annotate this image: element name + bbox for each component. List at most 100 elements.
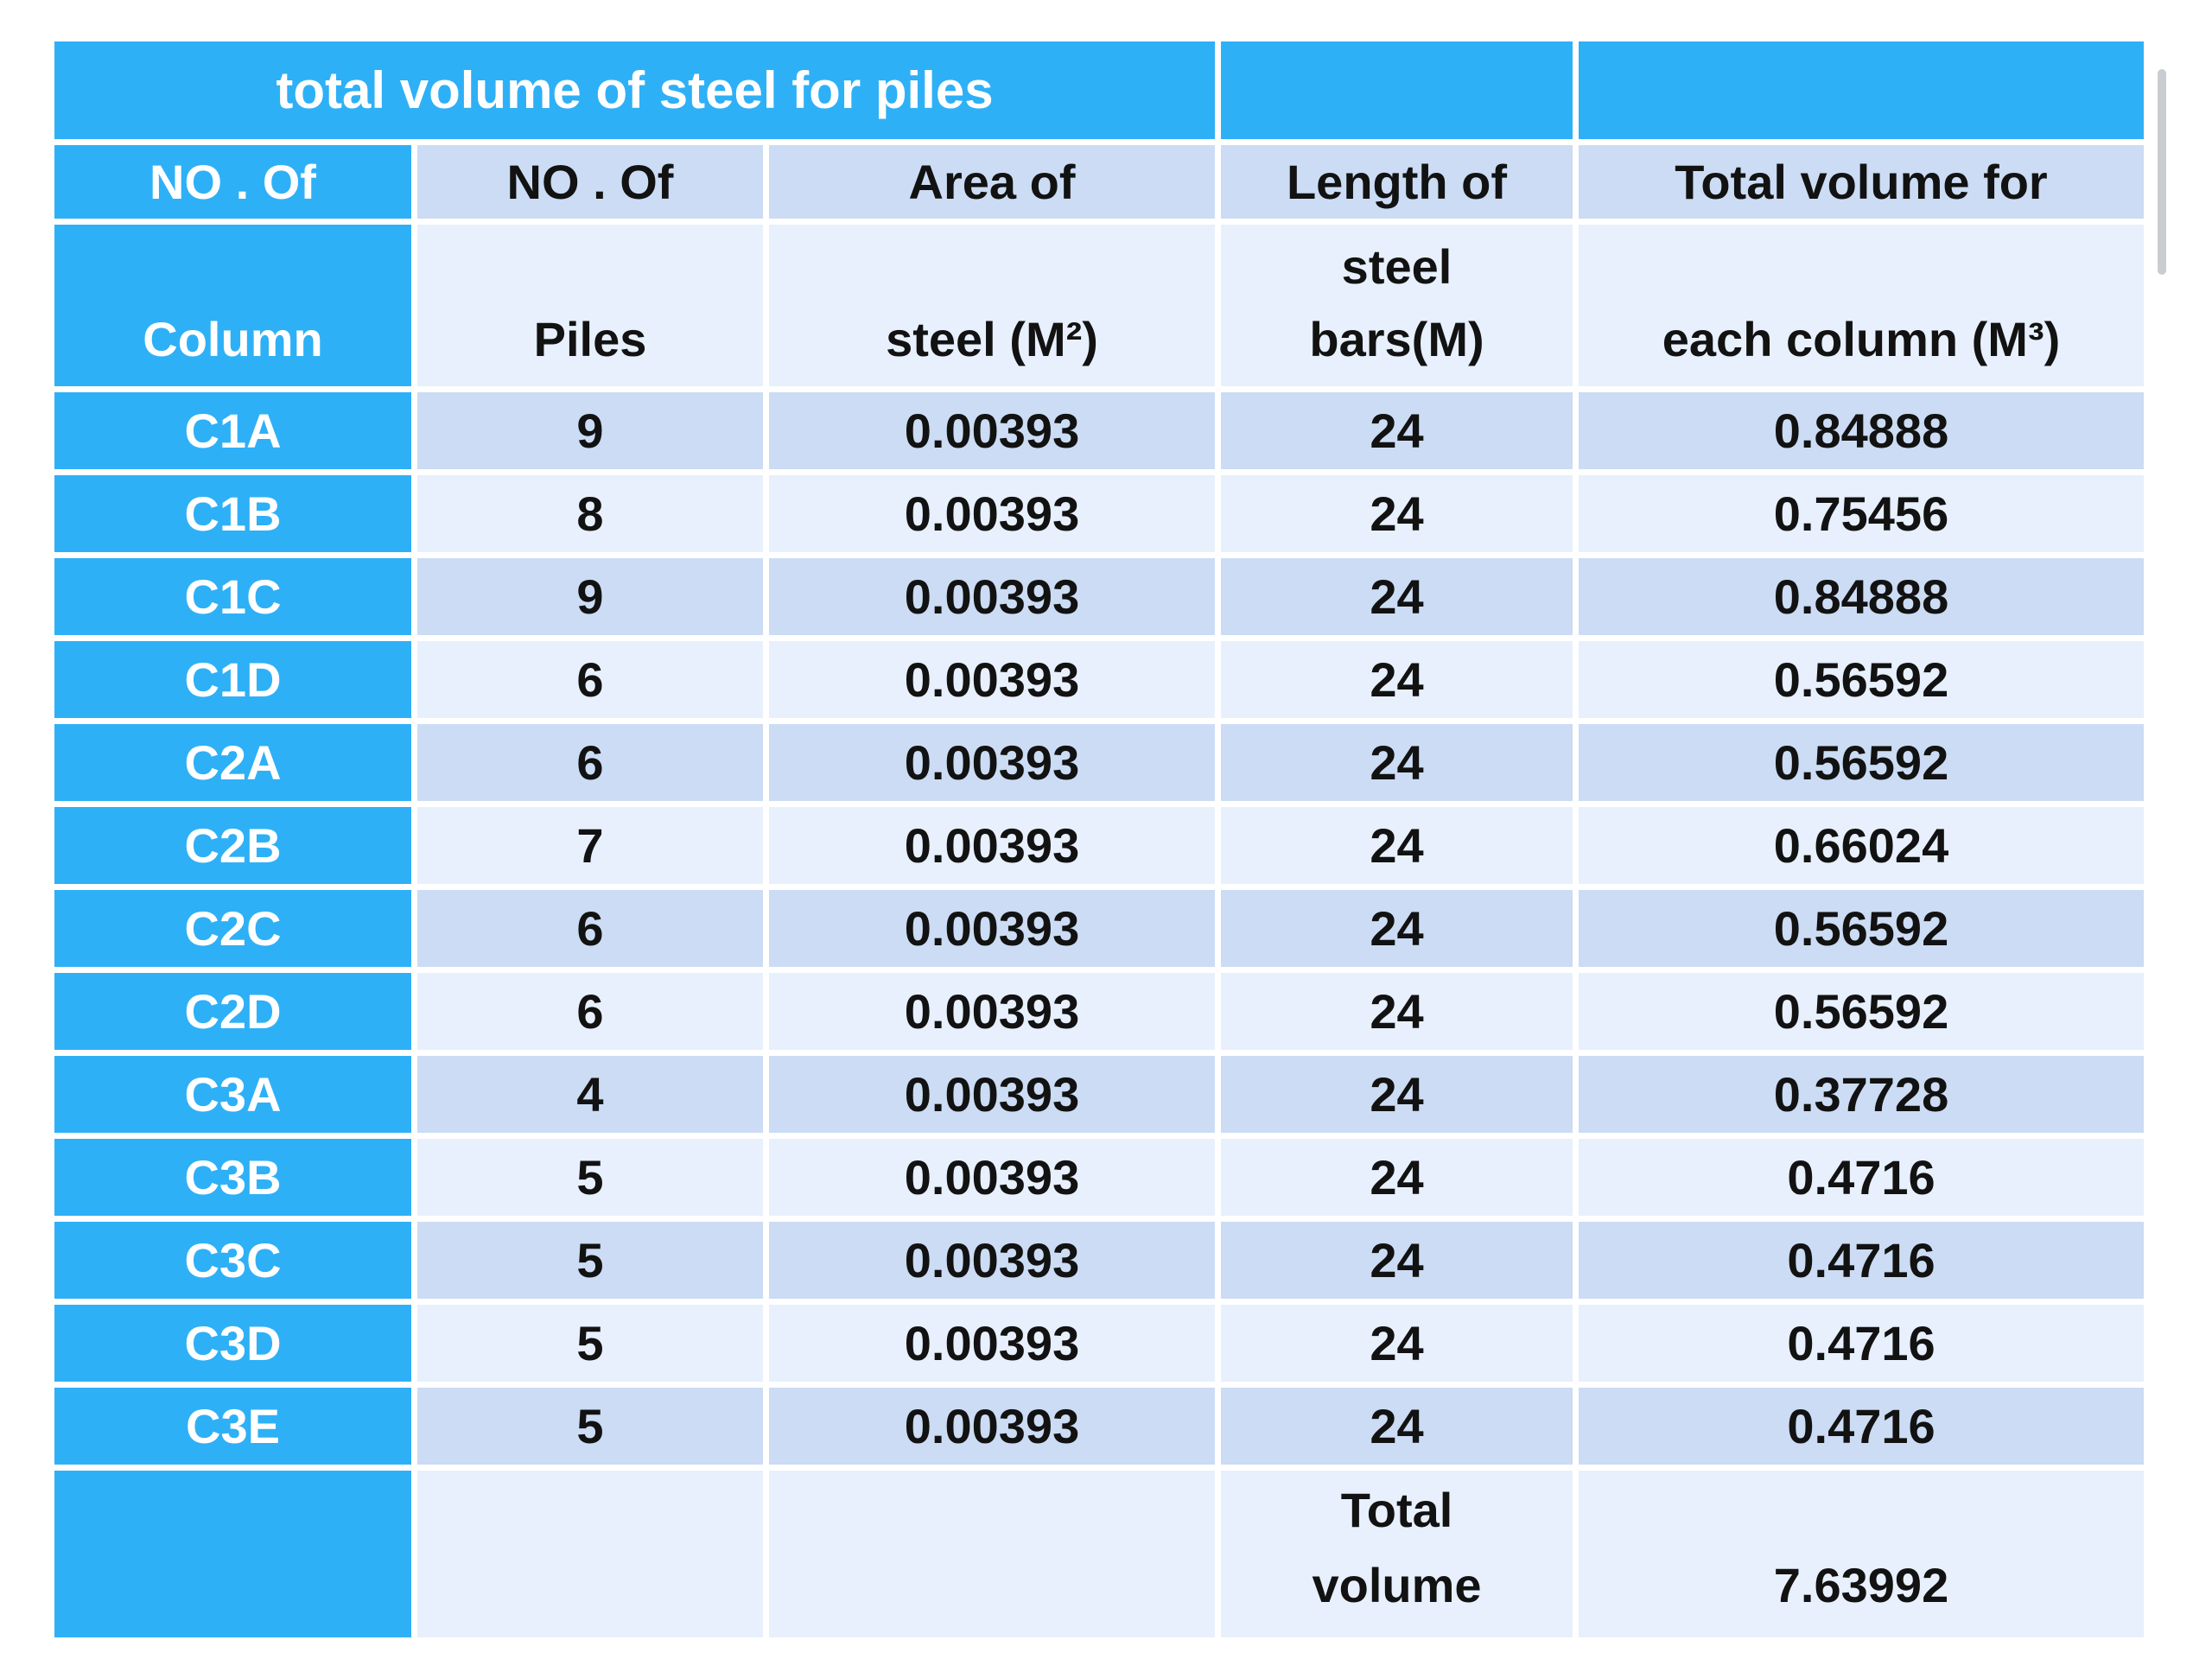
- table-cell: 6: [417, 724, 763, 801]
- table-title-cell: total volume of steel for piles: [54, 41, 1215, 139]
- total-row: Total volume 7.63992: [54, 1471, 2144, 1637]
- table-row: C1D 6 0.00393 24 0.56592: [54, 641, 2144, 718]
- table-cell: C1C: [54, 558, 411, 635]
- header-length-1: Length of: [1221, 145, 1573, 219]
- table-row: C1C 9 0.00393 24 0.84888: [54, 558, 2144, 635]
- table-cell: 0.00393: [769, 1056, 1215, 1133]
- table-cell: 0.00393: [769, 807, 1215, 884]
- table-cell: 0.75456: [1579, 475, 2144, 552]
- table-cell: 0.84888: [1579, 392, 2144, 469]
- table-cell: 0.00393: [769, 641, 1215, 718]
- table-cell: 0.4716: [1579, 1222, 2144, 1299]
- table-cell: 24: [1221, 1056, 1573, 1133]
- table-title-row: total volume of steel for piles: [54, 41, 2144, 139]
- table-row: C3D 5 0.00393 24 0.4716: [54, 1305, 2144, 1382]
- table-cell: 7: [417, 807, 763, 884]
- table-cell: C3B: [54, 1139, 411, 1216]
- table-cell: C2A: [54, 724, 411, 801]
- table-cell: 24: [1221, 392, 1573, 469]
- header-area-1: Area of: [769, 145, 1215, 219]
- table-row: C3B 5 0.00393 24 0.4716: [54, 1139, 2144, 1216]
- table-cell: 6: [417, 641, 763, 718]
- table-cell: 0.00393: [769, 973, 1215, 1050]
- table-cell: 0.00393: [769, 558, 1215, 635]
- header-row-2: Column Piles steel (M²) steel bars(M) ea…: [54, 225, 2144, 386]
- table-cell: 9: [417, 558, 763, 635]
- table-cell: 0.00393: [769, 890, 1215, 967]
- table-cell: 24: [1221, 1139, 1573, 1216]
- table-cell: 5: [417, 1388, 763, 1465]
- table-cell: 0.56592: [1579, 724, 2144, 801]
- scrollbar-thumb[interactable]: [2158, 69, 2166, 275]
- table-cell: 0.4716: [1579, 1388, 2144, 1465]
- table-row: C3C 5 0.00393 24 0.4716: [54, 1222, 2144, 1299]
- table-cell: 9: [417, 392, 763, 469]
- table-cell: C1D: [54, 641, 411, 718]
- total-row-spacer-2: [769, 1471, 1215, 1637]
- table-cell: 0.00393: [769, 1222, 1215, 1299]
- table-cell: 8: [417, 475, 763, 552]
- table-cell: 24: [1221, 890, 1573, 967]
- table-cell: 6: [417, 890, 763, 967]
- table-row: C1B 8 0.00393 24 0.75456: [54, 475, 2144, 552]
- header-length-line1: steel: [1341, 239, 1452, 294]
- table-row: C2D 6 0.00393 24 0.56592: [54, 973, 2144, 1050]
- table-cell: 0.66024: [1579, 807, 2144, 884]
- table-cell: 0.4716: [1579, 1139, 2144, 1216]
- total-volume-label-cell: Total volume: [1221, 1471, 1573, 1637]
- table-cell: 24: [1221, 1222, 1573, 1299]
- table-cell: C3C: [54, 1222, 411, 1299]
- total-volume-label-line1: Total: [1340, 1483, 1453, 1538]
- table-cell: 24: [1221, 475, 1573, 552]
- table-cell: 0.56592: [1579, 641, 2144, 718]
- total-volume-label-line2: volume: [1312, 1558, 1482, 1613]
- table-cell: 0.4716: [1579, 1305, 2144, 1382]
- header-length-line2: bars(M): [1309, 312, 1484, 366]
- table-cell: C3A: [54, 1056, 411, 1133]
- table-cell: 5: [417, 1305, 763, 1382]
- table-cell: 0.00393: [769, 1139, 1215, 1216]
- table-cell: 24: [1221, 973, 1573, 1050]
- title-spacer-cell-2: [1579, 41, 2144, 139]
- table-row: C2B 7 0.00393 24 0.66024: [54, 807, 2144, 884]
- header-row-1: NO . Of NO . Of Area of Length of Total …: [54, 145, 2144, 219]
- header-no-of-piles-1: NO . Of: [417, 145, 763, 219]
- header-no-of-column-1: NO . Of: [54, 145, 411, 219]
- table-cell: 5: [417, 1139, 763, 1216]
- header-no-of-column-2: Column: [54, 225, 411, 386]
- table-cell: 4: [417, 1056, 763, 1133]
- table-cell: 24: [1221, 558, 1573, 635]
- table-cell: 0.00393: [769, 1388, 1215, 1465]
- table-cell: C1A: [54, 392, 411, 469]
- table-cell: 24: [1221, 1305, 1573, 1382]
- table-cell: 24: [1221, 807, 1573, 884]
- table-cell: 0.00393: [769, 724, 1215, 801]
- table-cell: 0.00393: [769, 1305, 1215, 1382]
- table-cell: C2D: [54, 973, 411, 1050]
- table-cell: 0.00393: [769, 392, 1215, 469]
- table-cell: 0.84888: [1579, 558, 2144, 635]
- steel-volume-table: total volume of steel for piles NO . Of …: [48, 35, 2150, 1643]
- table-cell: 6: [417, 973, 763, 1050]
- table-cell: 0.00393: [769, 475, 1215, 552]
- table-cell: 0.56592: [1579, 890, 2144, 967]
- header-no-of-piles-2: Piles: [417, 225, 763, 386]
- table-cell: C1B: [54, 475, 411, 552]
- table-cell: C2C: [54, 890, 411, 967]
- header-length-2: steel bars(M): [1221, 225, 1573, 386]
- header-volume-2: each column (M³): [1579, 225, 2144, 386]
- total-row-spacer-blue: [54, 1471, 411, 1637]
- table-row: C3E 5 0.00393 24 0.4716: [54, 1388, 2144, 1465]
- title-spacer-cell-1: [1221, 41, 1573, 139]
- table-row: C1A 9 0.00393 24 0.84888: [54, 392, 2144, 469]
- header-area-2: steel (M²): [769, 225, 1215, 386]
- table-cell: C2B: [54, 807, 411, 884]
- table-cell: 24: [1221, 1388, 1573, 1465]
- table-row: C3A 4 0.00393 24 0.37728: [54, 1056, 2144, 1133]
- table-cell: 0.37728: [1579, 1056, 2144, 1133]
- table-row: C2A 6 0.00393 24 0.56592: [54, 724, 2144, 801]
- table-cell: 24: [1221, 724, 1573, 801]
- total-volume-value-cell: 7.63992: [1579, 1471, 2144, 1637]
- header-volume-1: Total volume for: [1579, 145, 2144, 219]
- total-row-spacer-1: [417, 1471, 763, 1637]
